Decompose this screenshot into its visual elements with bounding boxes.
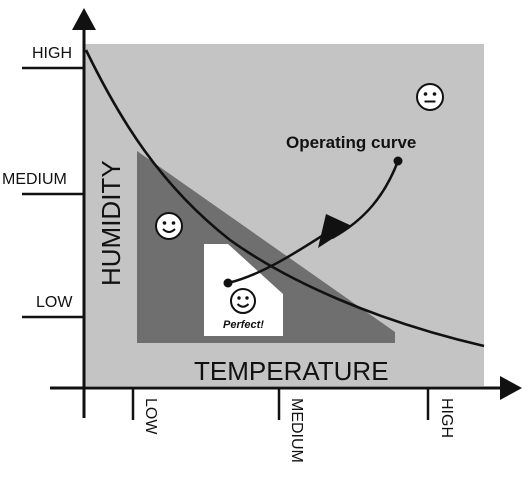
y-axis-title: HUMIDITY: [96, 160, 126, 286]
y-tick-label-low: LOW: [36, 294, 73, 311]
perfect-smiley-icon: [230, 288, 256, 314]
y-tick-label-medium: MEDIUM: [2, 171, 67, 188]
neutral-face-icon: [416, 83, 444, 111]
x-tick-label-low: LOW: [142, 398, 159, 435]
y-tick-label-high: HIGH: [32, 45, 72, 62]
x-tick-label-medium: MEDIUM: [288, 398, 305, 463]
operating-curve-label: Operating curve: [286, 133, 416, 152]
y-axis-arrow: [72, 8, 96, 30]
perfect-label: Perfect!: [223, 319, 264, 331]
x-axis-title: TEMPERATURE: [194, 356, 389, 386]
perfect-connector-dot: [223, 278, 233, 288]
x-tick-label-high: HIGH: [438, 398, 455, 438]
x-axis-arrow: [500, 376, 522, 400]
perfect-connector: [227, 230, 329, 285]
smiley-face-icon: [155, 212, 183, 240]
operating-curve: [84, 49, 485, 348]
curve-pointer-arrowhead: [318, 214, 352, 248]
